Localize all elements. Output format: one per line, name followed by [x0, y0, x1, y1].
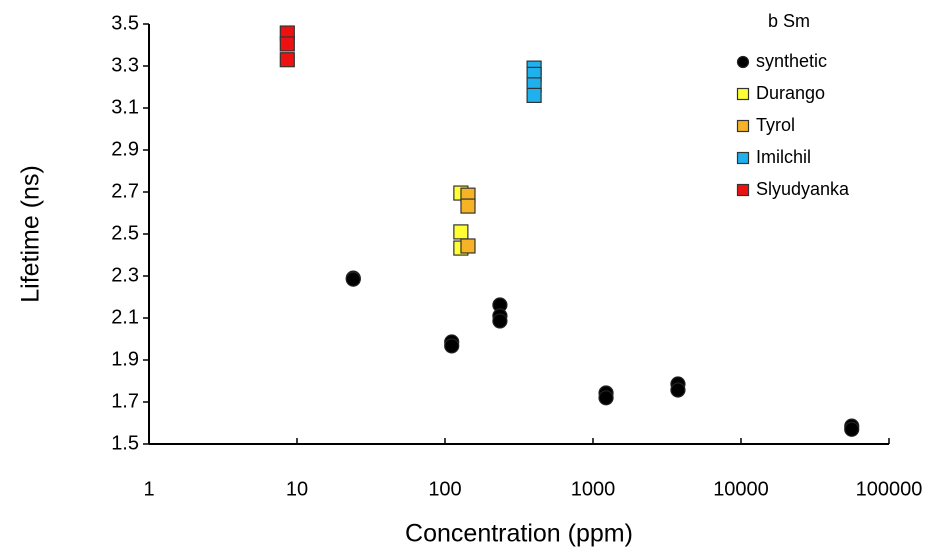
legend-marker	[736, 87, 750, 101]
data-point	[444, 338, 460, 354]
x-tick-label: 1000	[571, 478, 616, 500]
data-point	[460, 198, 476, 214]
legend-marker	[736, 151, 750, 165]
y-tick-label: 2.9	[111, 138, 139, 160]
x-tick-label: 10000	[713, 478, 769, 500]
y-tick-label: 3.3	[111, 54, 139, 76]
y-tick-label: 1.9	[111, 348, 139, 370]
x-tick-label: 10	[286, 478, 308, 500]
data-point	[670, 382, 686, 398]
legend-label: Durango	[756, 83, 825, 103]
y-tick-label: 2.7	[111, 180, 139, 202]
y-tick-label: 3.5	[111, 12, 139, 34]
data-point	[345, 271, 361, 287]
x-tick-label: 1	[143, 478, 154, 500]
x-axis-title: Concentration (ppm)	[405, 520, 633, 548]
y-tick-label: 2.1	[111, 306, 139, 328]
legend-label: Tyrol	[756, 115, 795, 135]
data-point	[598, 390, 614, 406]
x-tick-label: 100	[428, 478, 461, 500]
data-point	[279, 52, 295, 68]
legend-marker	[736, 183, 750, 197]
data-point	[279, 36, 295, 52]
y-tick-label: 2.5	[111, 222, 139, 244]
y-tick-label: 3.1	[111, 96, 139, 118]
x-tick-label: 100000	[856, 478, 923, 500]
y-tick-label: 1.5	[111, 432, 139, 454]
legend-title: b Sm	[768, 11, 810, 31]
data-point	[526, 87, 542, 104]
data-point	[844, 421, 860, 437]
legend-marker	[736, 55, 750, 69]
data-point	[460, 238, 476, 254]
data-point	[492, 313, 508, 329]
y-tick-label: 2.3	[111, 264, 139, 286]
legend-label: Imilchil	[756, 147, 811, 167]
y-tick-label: 1.7	[111, 390, 139, 412]
legend-label: synthetic	[756, 51, 827, 71]
legend-label: Slyudyanka	[756, 179, 850, 199]
y-axis-title: Lifetime (ns)	[17, 165, 45, 303]
legend-marker	[736, 119, 750, 133]
data-point	[453, 224, 469, 240]
